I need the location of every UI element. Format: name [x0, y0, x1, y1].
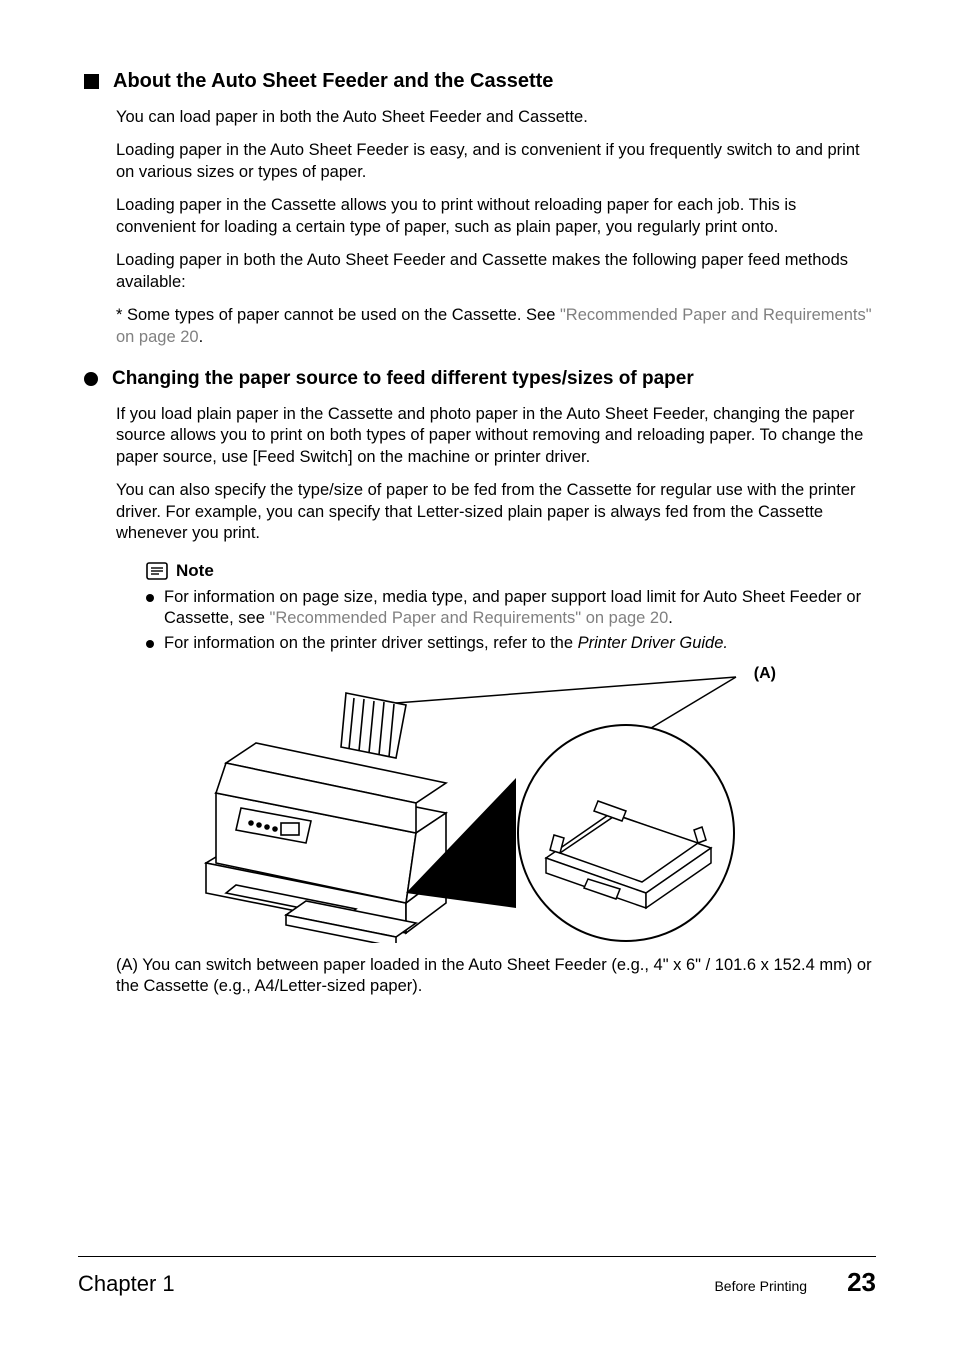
page-footer: Chapter 1 Before Printing 23: [78, 1256, 876, 1298]
text-run: .: [199, 328, 204, 346]
paragraph: Loading paper in the Auto Sheet Feeder i…: [116, 140, 876, 183]
text-italic: Printer Driver Guide.: [578, 634, 728, 652]
text-run: For information on the printer driver se…: [164, 634, 578, 652]
heading-1-row: About the Auto Sheet Feeder and the Cass…: [84, 70, 876, 93]
square-bullet-icon: [84, 74, 99, 89]
note-item: For information on the printer driver se…: [146, 633, 876, 654]
printer-illustration: [146, 663, 786, 943]
note-title: Note: [176, 561, 214, 581]
cross-reference-link[interactable]: "Recommended Paper and Requirements" on …: [269, 609, 668, 627]
paragraph: You can also specify the type/size of pa…: [116, 480, 876, 544]
printer-figure: (A): [146, 663, 786, 943]
paragraph: * Some types of paper cannot be used on …: [116, 305, 876, 348]
note-title-row: Note: [146, 561, 876, 581]
footer-chapter: Chapter 1: [78, 1271, 175, 1297]
text-run: .: [668, 609, 673, 627]
heading-1: About the Auto Sheet Feeder and the Cass…: [113, 70, 553, 93]
heading-2-row: Changing the paper source to feed differ…: [84, 368, 876, 390]
footer-section-name: Before Printing: [714, 1278, 807, 1294]
figure-label: (A): [754, 665, 776, 683]
footer-page-number: 23: [847, 1267, 876, 1298]
note-icon: [146, 562, 168, 580]
bullet-icon: [146, 594, 154, 602]
text-run: * Some types of paper cannot be used on …: [116, 306, 560, 324]
note-item: For information on page size, media type…: [146, 587, 876, 630]
bullet-icon: [146, 640, 154, 648]
circle-bullet-icon: [84, 372, 98, 386]
paragraph: Loading paper in both the Auto Sheet Fee…: [116, 250, 876, 293]
paragraph: Loading paper in the Cassette allows you…: [116, 195, 876, 238]
paragraph: If you load plain paper in the Cassette …: [116, 404, 876, 468]
paragraph: You can load paper in both the Auto Shee…: [116, 107, 876, 128]
note-block: Note For information on page size, media…: [146, 561, 876, 655]
figure-caption: (A) You can switch between paper loaded …: [116, 955, 876, 998]
heading-2: Changing the paper source to feed differ…: [112, 368, 694, 390]
